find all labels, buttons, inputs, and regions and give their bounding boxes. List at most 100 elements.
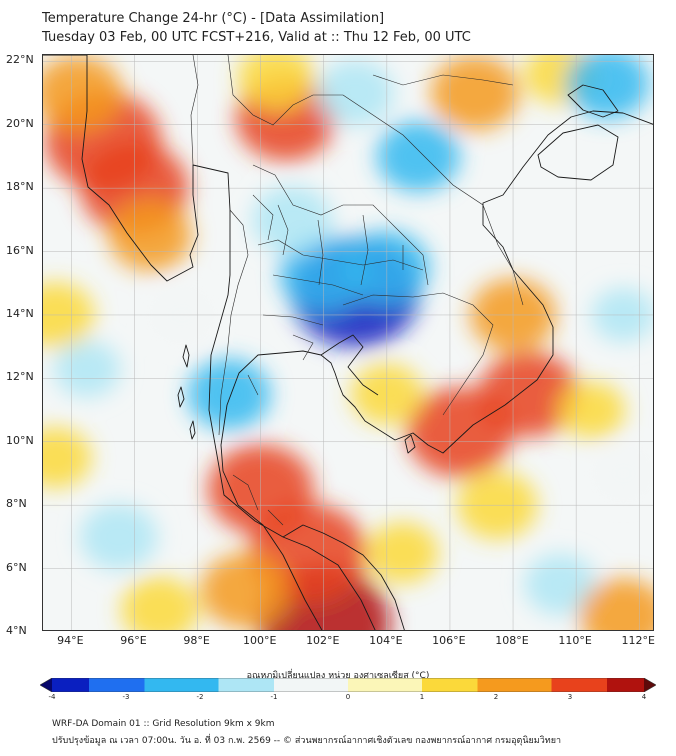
colorbar-cell bbox=[385, 678, 405, 692]
colorbar-cell bbox=[607, 678, 627, 692]
colorbar-tick-label: 3 bbox=[567, 693, 573, 701]
colorbar-cell bbox=[237, 678, 257, 692]
colorbar-cell bbox=[570, 678, 590, 692]
colorbar-tick-label: 4 bbox=[641, 693, 647, 701]
chart-subtitle: Tuesday 03 Feb, 00 UTC FCST+216, Valid a… bbox=[42, 30, 471, 45]
map-panel bbox=[42, 54, 654, 631]
colorbar bbox=[40, 678, 656, 692]
coastline-andaman bbox=[177, 344, 196, 440]
colorbar-max-arrow bbox=[644, 678, 656, 692]
colorbar-cell bbox=[403, 678, 423, 692]
lat-tick-label: 14°N bbox=[6, 307, 34, 320]
field-anomaly-6 bbox=[430, 55, 520, 131]
colorbar-tick-label: 2 bbox=[493, 693, 499, 701]
colorbar-tick-label: -3 bbox=[122, 693, 130, 701]
border-myanmar-thailand bbox=[218, 209, 249, 436]
lat-tick-label: 8°N bbox=[6, 497, 27, 511]
field-anomaly-14 bbox=[187, 358, 271, 430]
lat-tick-label: 20°N bbox=[6, 116, 34, 130]
colorbar-cell bbox=[89, 678, 109, 692]
colorbar-cell bbox=[533, 678, 553, 692]
graticule bbox=[43, 55, 653, 630]
colorbar-cell bbox=[181, 678, 201, 692]
field-anomaly-34 bbox=[120, 576, 199, 630]
colorbar-cell bbox=[348, 678, 368, 692]
colorbar-cell bbox=[329, 678, 349, 692]
lon-tick-label: 100°E bbox=[242, 634, 277, 647]
colorbar-cell bbox=[107, 678, 127, 692]
field-anomaly-5 bbox=[237, 55, 316, 111]
colorbar-tick-label: 1 bbox=[419, 693, 425, 701]
coastline-malay-east bbox=[282, 524, 405, 630]
field-anomaly-11 bbox=[376, 121, 460, 192]
field-anomaly-12 bbox=[316, 60, 395, 126]
temperature-field bbox=[43, 55, 653, 630]
colorbar-cell bbox=[311, 678, 331, 692]
colorbar-cell bbox=[144, 678, 164, 692]
colorbar-cell bbox=[163, 678, 183, 692]
colorbar-cell bbox=[52, 678, 72, 692]
colorbar-cell bbox=[514, 678, 534, 692]
lon-tick-label: 96°E bbox=[120, 634, 147, 647]
lon-tick-label: 104°E bbox=[369, 634, 403, 647]
field-anomaly-18 bbox=[54, 340, 121, 398]
colorbar-tick-label: -4 bbox=[48, 693, 56, 701]
border-laos-vietnam bbox=[342, 94, 524, 306]
colorbar-tick-label: -1 bbox=[270, 693, 278, 701]
field-anomaly-21 bbox=[594, 448, 653, 499]
footer-credit: ปรับปรุงข้อมูล ณ เวลา 07:00น. วัน อ. ที่… bbox=[52, 736, 562, 746]
lon-tick-label: 102°E bbox=[306, 634, 340, 647]
field-anomaly-17 bbox=[79, 503, 158, 570]
lat-tick-label: 6°N bbox=[6, 560, 27, 574]
coastline-leizhou bbox=[567, 84, 619, 118]
colorbar-cell bbox=[459, 678, 479, 692]
colorbar-cell bbox=[625, 678, 645, 692]
field-anomaly-33 bbox=[43, 427, 92, 489]
colorbar-cell bbox=[70, 678, 90, 692]
colorbar-label: อุณหภูมิเปลี่ยนแปลง หน่วย องศาเซลเซียส (… bbox=[246, 671, 430, 681]
lat-tick-label: 4°N bbox=[6, 624, 27, 637]
border-vietnam-china bbox=[372, 74, 514, 86]
border-thailand-laos bbox=[252, 164, 429, 286]
field-anomaly-13 bbox=[252, 185, 333, 255]
field-anomaly-2 bbox=[43, 55, 123, 131]
footer-model-info: WRF-DA Domain 01 :: Grid Resolution 9km … bbox=[52, 719, 275, 729]
colorbar-cell bbox=[218, 678, 238, 692]
field-anomaly-25 bbox=[200, 553, 290, 629]
colorbar-tick-label: 0 bbox=[345, 693, 351, 701]
lon-tick-label: 108°E bbox=[495, 634, 529, 647]
lon-tick-label: 106°E bbox=[432, 634, 466, 647]
colorbar-cell bbox=[126, 678, 146, 692]
colorbar-cells bbox=[40, 678, 656, 692]
lon-tick-label: 98°E bbox=[183, 634, 210, 647]
colorbar-cell bbox=[440, 678, 460, 692]
field-anomaly-35 bbox=[366, 522, 439, 584]
country-borders bbox=[190, 55, 524, 526]
field-anomaly-3 bbox=[108, 200, 192, 272]
coastline-hainan bbox=[537, 124, 619, 181]
border-myanmar-north bbox=[190, 55, 343, 166]
lon-tick-label: 94°E bbox=[57, 634, 84, 647]
coastline-phuquoc bbox=[404, 434, 416, 454]
colorbar-cell bbox=[588, 678, 608, 692]
border-thai-provinces bbox=[232, 194, 424, 526]
colorbar-cell bbox=[200, 678, 220, 692]
lon-tick-label: 110°E bbox=[558, 634, 592, 647]
colorbar-cell bbox=[292, 678, 312, 692]
colorbar-tick-label: -2 bbox=[196, 693, 204, 701]
lon-tick-label: 112°E bbox=[621, 634, 655, 647]
coastline-gulf-shore bbox=[320, 334, 379, 396]
field-anomaly-20 bbox=[524, 553, 597, 615]
lat-tick-label: 12°N bbox=[6, 370, 34, 384]
border-cambodia bbox=[342, 292, 494, 416]
colorbar-cell bbox=[551, 678, 571, 692]
lat-tick-label: 16°N bbox=[6, 243, 34, 257]
colorbar-cell bbox=[255, 678, 275, 692]
colorbar-cell bbox=[422, 678, 442, 692]
lat-tick-label: 18°N bbox=[6, 180, 34, 194]
lat-tick-label: 22°N bbox=[6, 53, 34, 67]
map-canvas bbox=[43, 55, 653, 630]
field-anomaly-36 bbox=[579, 578, 653, 630]
field-anomaly-15 bbox=[566, 55, 650, 119]
colorbar-cell bbox=[366, 678, 386, 692]
